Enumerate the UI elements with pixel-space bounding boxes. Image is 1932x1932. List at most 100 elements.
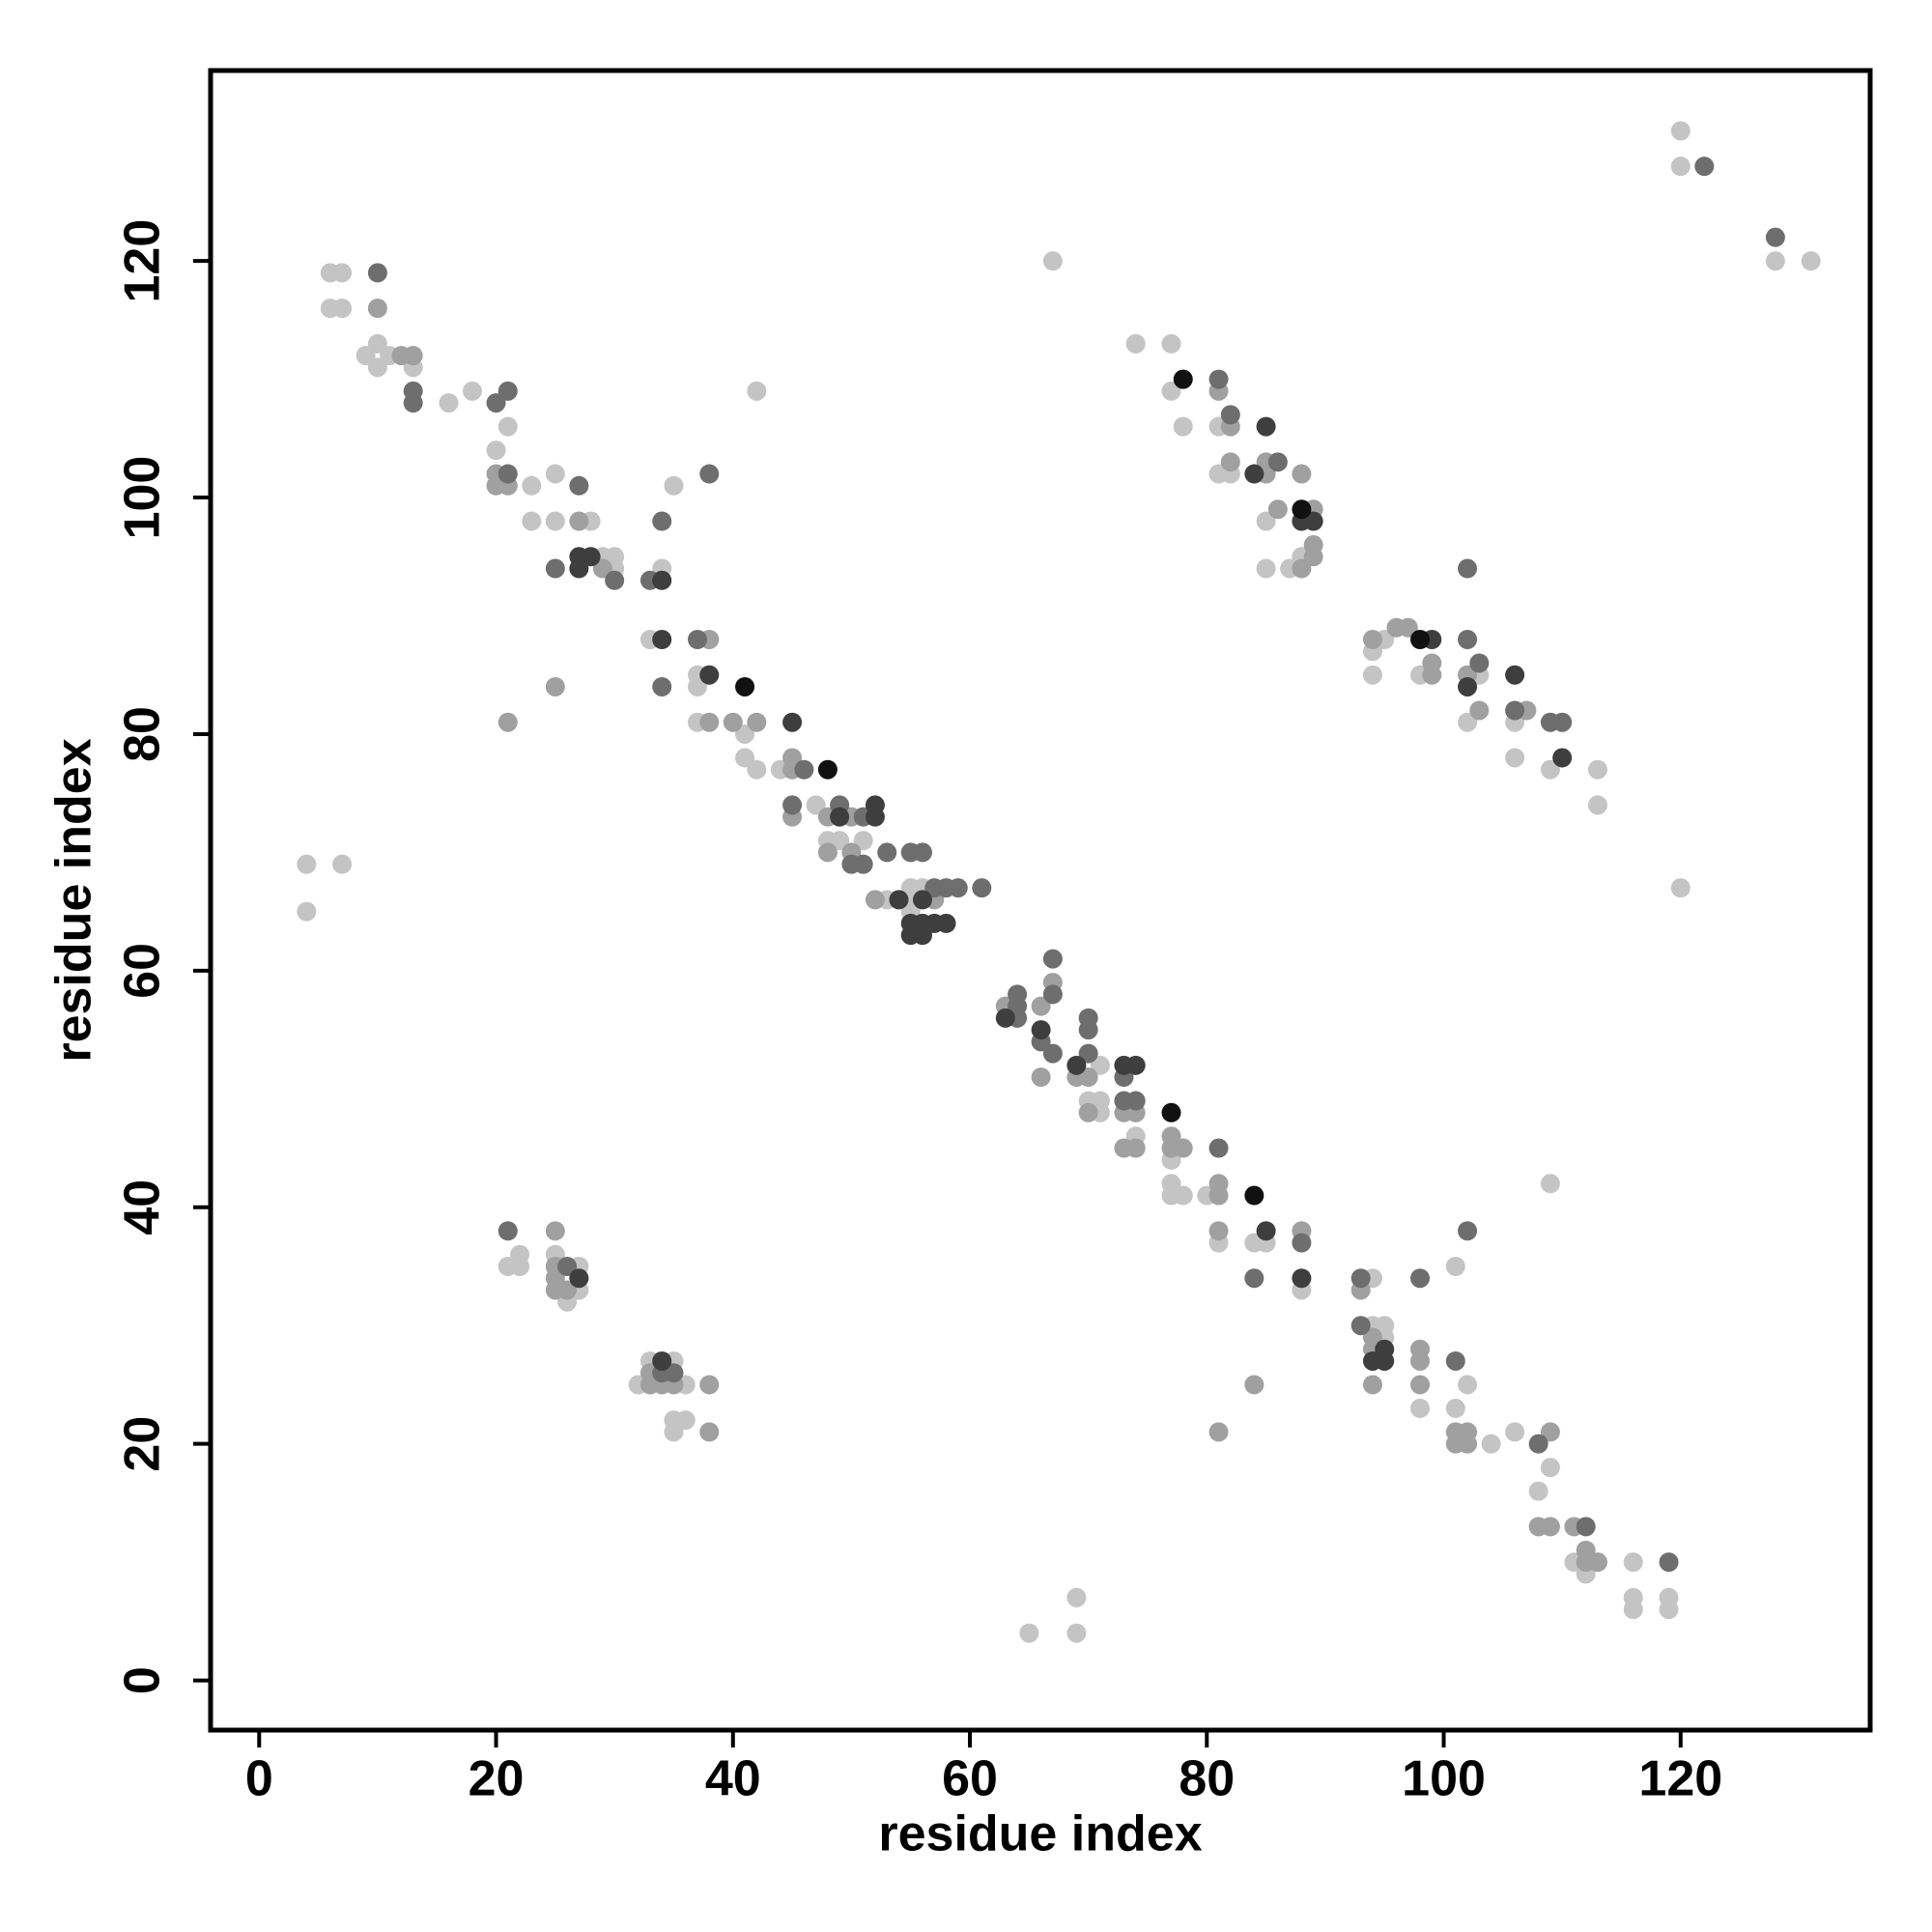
scatter-point [924,878,945,898]
y-tick-label: 40 [115,1179,171,1236]
scatter-point [1540,1174,1560,1194]
scatter-point [1244,1375,1264,1395]
scatter-point [569,475,589,496]
scatter-point [1552,748,1573,768]
scatter-point [1410,1268,1431,1289]
scatter-point [1125,1138,1146,1158]
scatter-point [1587,795,1607,815]
scatter-point [1161,333,1181,354]
scatter-point [1458,1375,1478,1395]
scatter-point [1244,1268,1264,1289]
scatter-point [1410,1398,1431,1418]
scatter-point [1031,1020,1051,1040]
scatter-point [735,676,755,696]
scatter-point [1173,369,1193,389]
scatter-point [1208,1422,1229,1442]
scatter-point [1458,558,1478,579]
scatter-point [403,346,423,366]
scatter-point [794,759,814,780]
scatter-point [1066,1587,1087,1607]
scatter-point [545,558,565,579]
scatter-point [735,748,755,768]
y-tick-label: 80 [115,706,171,762]
scatter-point [972,878,992,898]
scatter-point [545,464,565,484]
scatter-point [699,1375,720,1395]
scatter-point [1458,676,1478,696]
scatter-point [699,665,720,685]
scatter-point [522,511,542,531]
scatter-point [912,842,932,863]
scatter-point [1670,156,1690,177]
scatter-point [1125,1091,1146,1111]
scatter-point [1540,1458,1560,1478]
scatter-point [817,842,838,863]
plot-frame [208,68,1873,1733]
scatter-point [652,511,672,531]
scatter-point [747,712,767,732]
scatter-point [297,854,317,874]
scatter-point [1042,984,1063,1005]
scatter-point [510,1256,530,1276]
scatter-point [699,712,720,732]
scatter-point [1078,1043,1098,1064]
scatter-point [900,925,921,946]
scatter-point [1445,1256,1465,1276]
scatter-point [912,913,932,933]
scatter-point [1256,1221,1276,1241]
scatter-point [403,393,423,413]
scatter-point [1576,1517,1596,1537]
scatter-point [367,298,387,319]
scatter-point [1505,700,1525,721]
scatter-point [1125,333,1146,354]
scatter-point [355,346,376,366]
scatter-point [1458,629,1478,649]
scatter-point [1244,464,1264,484]
scatter-point [1540,1422,1560,1442]
scatter-point [1208,1138,1229,1158]
scatter-point [497,712,518,732]
scatter-point [830,807,850,827]
x-tick-label: 20 [469,1751,525,1807]
scatter-point [1208,1185,1229,1206]
scatter-point [1066,1055,1087,1075]
scatter-point [569,558,589,579]
scatter-point [1458,1221,1478,1241]
scatter-point [1623,1552,1643,1573]
scatter-point [664,1363,684,1383]
scatter-point [605,570,625,590]
scatter-point [865,807,885,827]
y-tick-label: 20 [115,1416,171,1472]
scatter-point [463,381,483,401]
y-axis-title: residue index [46,738,102,1062]
scatter-point [332,854,353,874]
x-tick-label: 120 [1638,1751,1722,1807]
scatter-point [1303,511,1323,531]
scatter-point [1375,1339,1395,1359]
x-axis-title: residue index [878,1806,1202,1862]
scatter-point [687,676,707,696]
scatter-point [1042,251,1063,271]
scatter-point [995,1008,1015,1028]
scatter-point [1469,653,1490,673]
scatter-point [1398,617,1418,638]
scatter-point [1552,712,1573,732]
scatter-point [297,901,317,922]
scatter-point [1587,759,1607,780]
scatter-point [1445,1350,1465,1371]
scatter-point [1505,665,1525,685]
scatter-point [557,1256,578,1276]
scatter-point [1801,251,1821,271]
scatter-point [1410,1350,1431,1371]
y-tick-label: 0 [115,1666,171,1694]
scatter-point [1422,665,1442,685]
scatter-point [664,475,684,496]
scatter-point [1292,464,1312,484]
scatter-point [497,416,518,437]
scatter-point [581,547,601,567]
scatter-point [545,676,565,696]
scatter-point [557,1280,578,1300]
scatter-point [1540,1517,1560,1537]
scatter-point [1587,1552,1607,1573]
scatter-point [569,1268,589,1289]
